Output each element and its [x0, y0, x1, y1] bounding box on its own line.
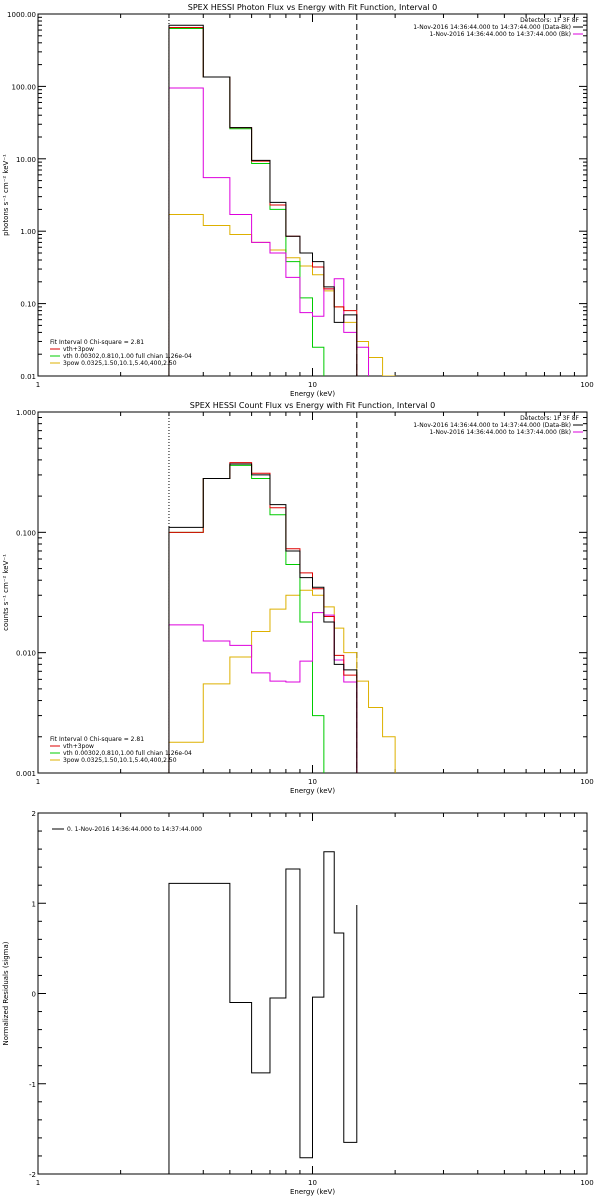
fit-legend-label: 3pow 0.0325,1.50,10.1,5.40,400,2.50: [63, 757, 177, 764]
y-axis-label: photons s⁻¹ cm⁻² keV⁻¹: [2, 154, 10, 236]
series-data-bk: [168, 24, 358, 376]
chart-title: SPEX HESSI Count Flux vs Energy with Fit…: [190, 401, 435, 410]
fit-legend-label: vth 0.00302,0.810,1.00 full chian 1.26e-…: [63, 750, 192, 757]
fit-legend-label: 3pow 0.0325,1.50,10.1,5.40,400,2.50: [63, 360, 177, 367]
series-3pow: [168, 589, 396, 773]
series-data-bk: [168, 463, 358, 773]
chart-panel-2: SPEX HESSI Count Flux vs Energy with Fit…: [2, 401, 594, 795]
x-tick-label: 1: [36, 778, 40, 786]
legend-top-label: 1-Nov-2016 14:36:44.000 to 14:37:44.000 …: [413, 422, 571, 429]
y-tick-label: 2: [32, 810, 36, 818]
fit-legend-label: vth+3pow: [63, 346, 94, 353]
series-group: [168, 462, 396, 773]
series-vth: [168, 28, 325, 376]
x-tick-label: 10: [308, 1179, 317, 1187]
x-tick-label: 1: [36, 381, 40, 389]
residual-legend-label: 0. 1-Nov-2016 14:36:44.000 to 14:37:44.0…: [67, 826, 202, 833]
x-tick-label: 100: [580, 778, 593, 786]
legend-top-label: 1-Nov-2016 14:36:44.000 to 14:37:44.000 …: [429, 429, 571, 436]
series-bk: [168, 612, 358, 773]
y-tick-label: 1.000: [16, 409, 36, 417]
y-tick-label: 0.10: [20, 301, 36, 309]
y-tick-label: 10.00: [16, 156, 36, 164]
y-tick-label: 1.00: [20, 228, 36, 236]
y-axis-label: Normalized Residuals (sigma): [2, 941, 10, 1045]
fit-legend-header: Fit Interval 0 Chi-square = 2.81: [50, 339, 144, 346]
series-3pow: [168, 214, 396, 376]
legend-top-label: 1-Nov-2016 14:36:44.000 to 14:37:44.000 …: [429, 31, 571, 38]
y-tick-label: 0.010: [16, 650, 36, 658]
x-tick-label: 10: [308, 778, 317, 786]
y-tick-label: 0: [32, 991, 36, 999]
legend-top-label: 1-Nov-2016 14:36:44.000 to 14:37:44.000 …: [413, 24, 571, 31]
y-tick-label: 0.100: [16, 529, 36, 537]
y-tick-label: -2: [29, 1171, 36, 1179]
fit-legend-header: Fit Interval 0 Chi-square = 2.81: [50, 736, 144, 743]
x-tick-label: 100: [580, 381, 593, 389]
x-tick-label: 10: [308, 381, 317, 389]
series-vth-3pow: [168, 27, 358, 376]
series-0-: [168, 851, 358, 1174]
series-group: [168, 851, 358, 1174]
x-tick-label: 1: [36, 1179, 40, 1187]
y-tick-label: -1: [29, 1081, 36, 1089]
series-bk: [168, 87, 370, 376]
chart-title: SPEX HESSI Photon Flux vs Energy with Fi…: [188, 3, 438, 12]
series-group: [168, 24, 396, 376]
x-tick-label: 100: [580, 1179, 593, 1187]
x-axis-label: Energy (keV): [290, 787, 335, 795]
y-tick-label: 0.001: [16, 770, 36, 778]
detectors-label: Detectors: 1F 3F 8F: [520, 415, 579, 422]
y-axis-label: counts s⁻¹ cm⁻² keV⁻¹: [2, 554, 10, 631]
series-vth-3pow: [168, 462, 358, 773]
x-axis-label: Energy (keV): [290, 1188, 335, 1196]
y-tick-label: 1000.00: [7, 11, 36, 19]
x-axis-label: Energy (keV): [290, 390, 335, 398]
detectors-label: Detectors: 1F 3F 8F: [520, 17, 579, 24]
fit-legend-label: vth 0.00302,0.810,1.00 full chian 1.26e-…: [63, 353, 192, 360]
fit-legend-label: vth+3pow: [63, 743, 94, 750]
y-tick-label: 0.01: [20, 373, 36, 381]
chart-panel-3: 1 10 100 Energy (keV) -2 -1 0 1 2 Normalized Resi…: [2, 810, 594, 1196]
y-tick-label: 1: [32, 900, 36, 908]
chart-panel-1: SPEX HESSI Photon Flux vs Energy with Fi…: [2, 3, 594, 398]
y-tick-label: 100.00: [12, 83, 37, 91]
series-vth: [168, 464, 325, 773]
